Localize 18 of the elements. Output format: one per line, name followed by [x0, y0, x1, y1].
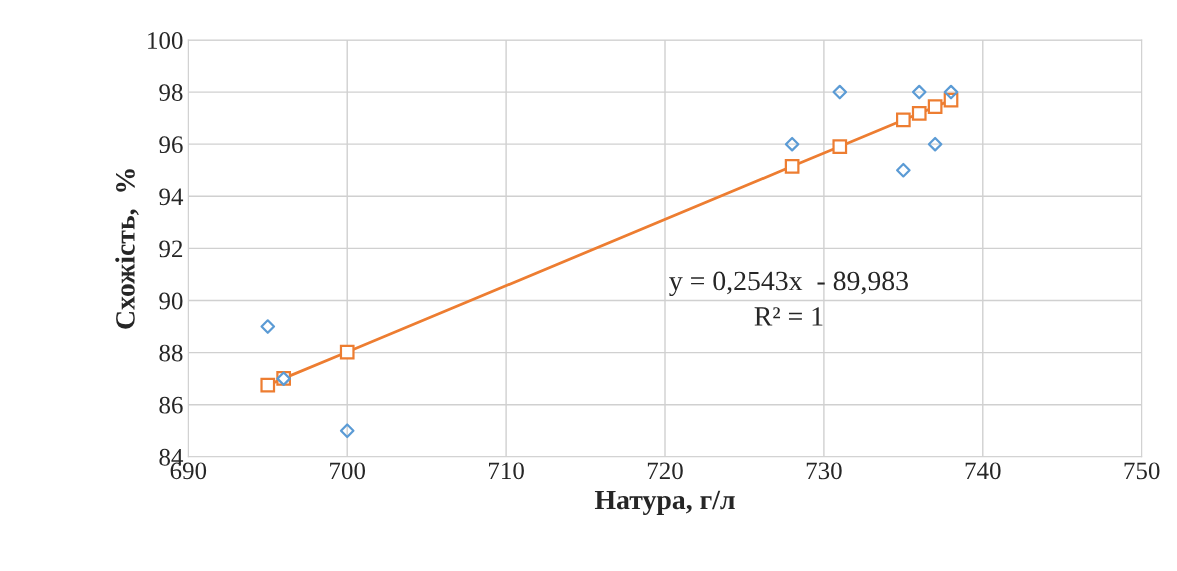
x-tick-label: 720	[647, 462, 683, 480]
x-tick-label: 700	[330, 462, 366, 480]
y-tick-label: 92	[159, 240, 183, 258]
y-tick-label: 88	[159, 344, 183, 362]
y-tick-label: 98	[159, 84, 183, 101]
y-tick-label: 86	[159, 396, 183, 414]
x-tick-label: 730	[806, 462, 842, 480]
x-axis-title: Натура, г/л	[594, 490, 735, 516]
annotation: R² = 1	[754, 307, 823, 326]
y-axis-title: Схожість, %	[115, 169, 139, 329]
y-tick-label: 100	[148, 32, 183, 49]
y-tick-label: 96	[159, 136, 183, 154]
x-tick-label: 710	[489, 462, 524, 480]
x-tick-label: 740	[965, 462, 1001, 480]
x-tick-label: 750	[1124, 462, 1160, 480]
y-tick-label: 90	[159, 292, 183, 310]
annotation: y = 0,2543x - 89,983	[669, 271, 908, 297]
y-tick-label: 94	[159, 188, 184, 206]
